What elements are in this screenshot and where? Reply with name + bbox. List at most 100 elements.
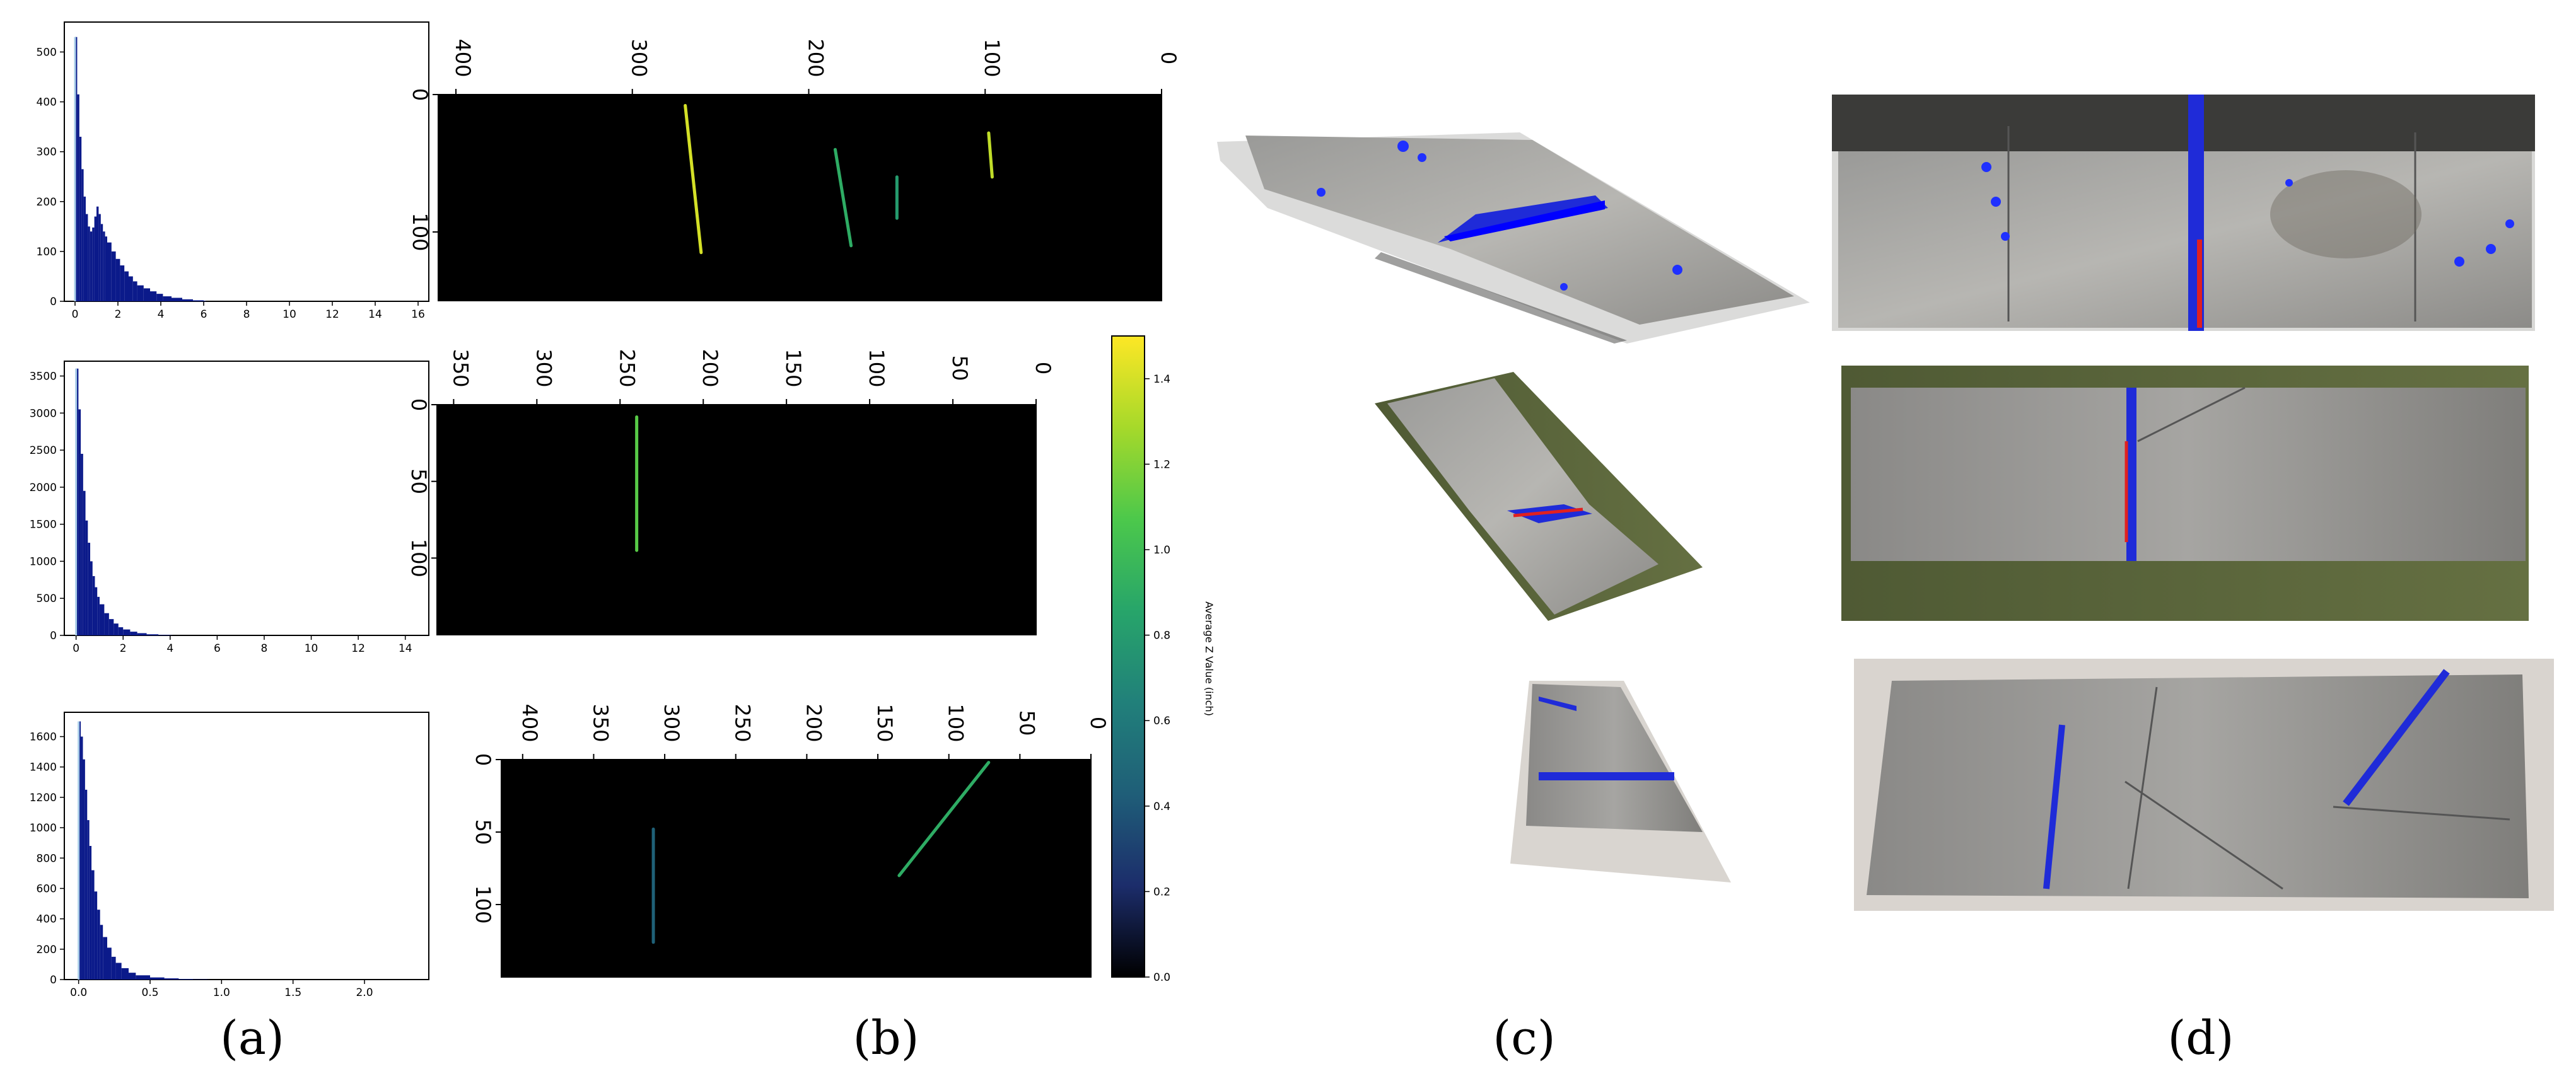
histogram-bar (120, 265, 125, 301)
histogram-bar (156, 294, 163, 301)
x-tick-label: 0 (1086, 717, 1110, 729)
histogram-bar (90, 561, 93, 635)
x-tick-label: 400 (518, 703, 542, 742)
y-tick-label: 100 (37, 246, 57, 258)
x-tick-label: 6 (214, 642, 221, 655)
x-tick-label: 16 (411, 308, 425, 321)
x-tick-label: 150 (781, 349, 805, 387)
x-tick-label: 10 (305, 642, 318, 655)
histogram-bar (146, 634, 159, 635)
x-tick-label: 50 (948, 356, 972, 381)
histogram-bar (77, 94, 79, 301)
histogram-bar (79, 136, 82, 302)
histogram-bar (81, 736, 83, 980)
panel-label-a: (a) (220, 1011, 284, 1065)
colorbar-tick-label: 0.8 (1153, 630, 1170, 642)
histogram-bar (88, 543, 91, 635)
x-tick-label: 2 (120, 642, 127, 655)
histogram-bar (83, 490, 86, 635)
x-tick-label: 100 (865, 349, 889, 387)
histogram-bar (108, 619, 114, 635)
x-tick-label: 350 (448, 349, 472, 387)
panel-label-b: (b) (853, 1011, 919, 1065)
histogram-bar (107, 242, 112, 301)
histogram-bar (96, 206, 99, 301)
histogram-bar (85, 789, 88, 980)
heatmap-frame (436, 404, 1037, 635)
y-tick-label: 800 (37, 852, 57, 865)
y-tick-label: 2000 (30, 482, 57, 494)
histogram-row-3: 0.0 0.5 1.0 1.5 2.0 0 200 400 600 800 1000 1200 1400… (30, 712, 429, 999)
y-tick-label: 100 (407, 539, 431, 577)
histogram-bar (99, 604, 105, 635)
histogram-bar (83, 759, 85, 980)
pointcloud-topview-1 (1832, 95, 2535, 331)
heatmap-frame (501, 759, 1092, 978)
x-tick-label: 0 (72, 308, 79, 321)
colorbar-tick-label: 0.2 (1153, 886, 1170, 898)
histogram-bar (164, 978, 179, 980)
panel-label-d: (d) (2167, 1011, 2234, 1065)
y-tick-label: 2500 (30, 444, 57, 457)
heatmap-feature (987, 131, 994, 179)
histogram-bar (103, 231, 105, 301)
x-tick-label: 400 (451, 38, 475, 77)
histogram-bar (129, 973, 136, 980)
x-tick-label: 0 (73, 642, 79, 655)
colorbar-ticks: 0.0 0.2 0.4 0.6 0.8 1.0 1.2 1.4 (1145, 373, 1170, 984)
x-tick-label: 10 (283, 308, 296, 321)
x-tick-label: 200 (801, 703, 825, 742)
histogram-bar (78, 721, 81, 980)
histogram-bar (121, 968, 129, 980)
y-tick-label: 0 (50, 974, 57, 986)
x-tick-label: 12 (351, 642, 365, 655)
histogram-bar (129, 276, 133, 301)
histogram-bar (111, 251, 116, 301)
histogram-bar (115, 963, 122, 980)
histogram-bar (97, 910, 100, 980)
histogram-bar (87, 820, 90, 980)
histogram-frame (64, 712, 429, 980)
y-tick-label: 300 (37, 146, 57, 159)
histogram-bar (85, 520, 88, 635)
colorbar-tick-label: 1.4 (1153, 373, 1170, 386)
x-tick-label: 4 (166, 642, 173, 655)
y-tick-label: 50 (471, 819, 495, 845)
x-tick-label: 0 (1157, 52, 1180, 64)
histogram-bar (114, 623, 119, 635)
histogram-bar (107, 947, 112, 980)
colorbar-tick-label: 0.6 (1153, 715, 1170, 727)
histogram-bar (103, 937, 107, 980)
heatmap-frame (438, 94, 1162, 301)
y-tick-label: 500 (37, 593, 57, 605)
histogram-bar (172, 298, 182, 301)
histogram-bar (92, 227, 95, 301)
histogram-bar (100, 224, 103, 301)
x-tick-label: 200 (698, 349, 722, 387)
x-tick-label: 12 (325, 308, 339, 321)
histogram-frame (64, 361, 429, 636)
histogram-bar (97, 596, 100, 635)
panel-label-c: (c) (1493, 1011, 1555, 1065)
x-tick-label: 0.5 (141, 986, 158, 999)
colorbar-label: Average Z Value (inch) (1203, 601, 1215, 716)
x-tick-label: 2 (115, 308, 122, 321)
x-tick-label: 1.5 (284, 986, 301, 999)
histogram-bar (123, 629, 131, 635)
histogram-bar (124, 271, 129, 301)
y-tick-label: 3500 (30, 371, 57, 383)
y-tick-label: 0 (50, 630, 57, 642)
histogram-bar (105, 236, 107, 301)
histogram-frame (64, 21, 429, 302)
histogram-bar (83, 196, 86, 301)
x-tick-label: 300 (627, 38, 651, 77)
histogram-bar (137, 633, 147, 635)
heatmap-row-1: 400 300 200 100 0 0 100 (408, 38, 1180, 301)
y-tick-label: 50 (407, 468, 431, 494)
histogram-bar (130, 632, 137, 635)
y-tick-label: 400 (37, 913, 57, 926)
histogram-bar (115, 258, 120, 301)
histogram-bar (100, 925, 103, 980)
y-tick-label: 1400 (30, 761, 57, 774)
histogram-bar (182, 299, 193, 301)
